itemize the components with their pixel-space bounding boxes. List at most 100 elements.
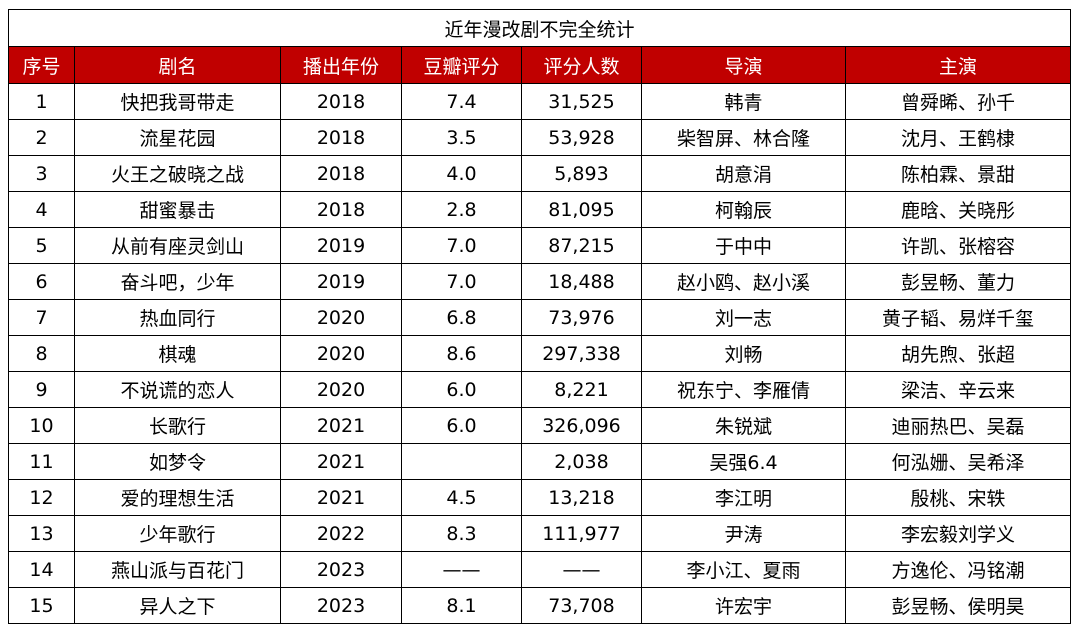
cell-rating: 3.5 <box>401 119 522 156</box>
cell-director: 祝东宁、李雁倩 <box>641 371 846 408</box>
table-row: 7 热血同行 2020 6.8 73,976 刘一志 黄子韬、易烊千玺 <box>8 299 1072 336</box>
cell-director: 朱锐斌 <box>641 407 846 444</box>
column-header-rating-count: 评分人数 <box>521 46 642 84</box>
cell-director: 刘一志 <box>641 299 846 336</box>
table-row: 6 奋斗吧，少年 2019 7.0 18,488 赵小鸥、赵小溪 彭昱畅、董力 <box>8 263 1072 300</box>
cell-year: 2019 <box>280 263 402 300</box>
cell-cast: 方逸伦、冯铭潮 <box>844 551 1072 588</box>
cell-year: 2018 <box>280 83 402 120</box>
cell-director: 韩青 <box>641 83 846 120</box>
cell-director: 李小江、夏雨 <box>641 551 846 588</box>
title-row: 近年漫改剧不完全统计 <box>7 9 1072 47</box>
cell-title: 如梦令 <box>74 443 281 480</box>
cell-rating-count: 73,976 <box>521 299 642 336</box>
cell-title: 甜蜜暴击 <box>74 191 281 228</box>
cell-director: 于中中 <box>641 227 846 264</box>
cell-rating: 8.1 <box>401 587 522 624</box>
cell-index: 2 <box>8 119 75 156</box>
table-row: 3 火王之破晓之战 2018 4.0 5,893 胡意涓 陈柏霖、景甜 <box>8 155 1072 192</box>
cell-title: 爱的理想生活 <box>74 479 281 516</box>
cell-index: 12 <box>8 479 75 516</box>
cell-cast: 曾舜晞、孙千 <box>844 83 1072 120</box>
cell-rating: 4.5 <box>401 479 522 516</box>
cell-year: 2018 <box>280 155 402 192</box>
cell-year: 2020 <box>280 371 402 408</box>
cell-director: 胡意涓 <box>641 155 846 192</box>
cell-rating-count: 5,893 <box>521 155 642 192</box>
cell-rating: 6.8 <box>401 299 522 336</box>
cell-index: 1 <box>8 83 75 120</box>
table-title: 近年漫改剧不完全统计 <box>7 9 1072 47</box>
cell-title: 奋斗吧，少年 <box>74 263 281 300</box>
cell-rating: 2.8 <box>401 191 522 228</box>
cell-year: 2021 <box>280 407 402 444</box>
cell-rating-count: 81,095 <box>521 191 642 228</box>
cell-year: 2019 <box>280 227 402 264</box>
cell-year: 2018 <box>280 119 402 156</box>
cell-cast: 许凯、张榕容 <box>844 227 1072 264</box>
cell-year: 2022 <box>280 515 402 552</box>
table-row: 4 甜蜜暴击 2018 2.8 81,095 柯翰辰 鹿晗、关晓彤 <box>8 191 1072 228</box>
cell-rating-count: 53,928 <box>521 119 642 156</box>
cell-rating: 7.0 <box>401 263 522 300</box>
cell-index: 6 <box>8 263 75 300</box>
table-row: 8 棋魂 2020 8.6 297,338 刘畅 胡先煦、张超 <box>8 335 1072 372</box>
cell-year: 2018 <box>280 191 402 228</box>
cell-year: 2020 <box>280 335 402 372</box>
cell-cast: 鹿晗、关晓彤 <box>844 191 1072 228</box>
table-row: 15 异人之下 2023 8.1 73,708 许宏宇 彭昱畅、侯明昊 <box>8 587 1072 624</box>
cell-rating-count: 73,708 <box>521 587 642 624</box>
cell-director: 柴智屏、林合隆 <box>641 119 846 156</box>
cell-title: 不说谎的恋人 <box>74 371 281 408</box>
cell-rating-count: 13,218 <box>521 479 642 516</box>
cell-title: 热血同行 <box>74 299 281 336</box>
cell-cast: 彭昱畅、侯明昊 <box>844 587 1072 624</box>
cell-title: 流星花园 <box>74 119 281 156</box>
cell-title: 火王之破晓之战 <box>74 155 281 192</box>
cell-cast: 梁洁、辛云来 <box>844 371 1072 408</box>
cell-title: 异人之下 <box>74 587 281 624</box>
cell-rating: 6.0 <box>401 407 522 444</box>
cell-index: 7 <box>8 299 75 336</box>
table-row: 1 快把我哥带走 2018 7.4 31,525 韩青 曾舜晞、孙千 <box>8 83 1072 120</box>
cell-rating: 4.0 <box>401 155 522 192</box>
cell-rating <box>401 443 522 480</box>
cell-title: 从前有座灵剑山 <box>74 227 281 264</box>
cell-rating: —— <box>401 551 522 588</box>
table-body: 1 快把我哥带走 2018 7.4 31,525 韩青 曾舜晞、孙千 2 流星花园 2018 3.5… <box>8 83 1072 624</box>
column-header-cast: 主演 <box>844 46 1072 84</box>
table-row: 2 流星花园 2018 3.5 53,928 柴智屏、林合隆 沈月、王鹤棣 <box>8 119 1072 156</box>
cell-rating: 8.3 <box>401 515 522 552</box>
cell-title: 少年歌行 <box>74 515 281 552</box>
cell-cast: 迪丽热巴、吴磊 <box>844 407 1072 444</box>
table-row: 13 少年歌行 2022 8.3 111,977 尹涛 李宏毅刘学义 <box>8 515 1072 552</box>
cell-director: 刘畅 <box>641 335 846 372</box>
cell-index: 10 <box>8 407 75 444</box>
cell-rating-count: 18,488 <box>521 263 642 300</box>
cell-title: 棋魂 <box>74 335 281 372</box>
cell-cast: 殷桃、宋轶 <box>844 479 1072 516</box>
cell-director: 吴强6.4 <box>641 443 846 480</box>
cell-index: 15 <box>8 587 75 624</box>
cell-rating-count: 111,977 <box>521 515 642 552</box>
cell-index: 8 <box>8 335 75 372</box>
cell-director: 柯翰辰 <box>641 191 846 228</box>
cell-director: 尹涛 <box>641 515 846 552</box>
table-row: 11 如梦令 2021 2,038 吴强6.4 何泓姗、吴希泽 <box>8 443 1072 480</box>
cell-cast: 沈月、王鹤棣 <box>844 119 1072 156</box>
cell-rating-count: 87,215 <box>521 227 642 264</box>
cell-rating-count: 8,221 <box>521 371 642 408</box>
cell-rating: 7.4 <box>401 83 522 120</box>
cell-rating-count: 326,096 <box>521 407 642 444</box>
cell-index: 14 <box>8 551 75 588</box>
cell-cast: 李宏毅刘学义 <box>844 515 1072 552</box>
cell-director: 李江明 <box>641 479 846 516</box>
cell-rating: 8.6 <box>401 335 522 372</box>
column-header-rating: 豆瓣评分 <box>401 46 522 84</box>
cell-index: 5 <box>8 227 75 264</box>
cell-year: 2021 <box>280 479 402 516</box>
cell-title: 快把我哥带走 <box>74 83 281 120</box>
cell-index: 13 <box>8 515 75 552</box>
column-header-index: 序号 <box>8 46 75 84</box>
